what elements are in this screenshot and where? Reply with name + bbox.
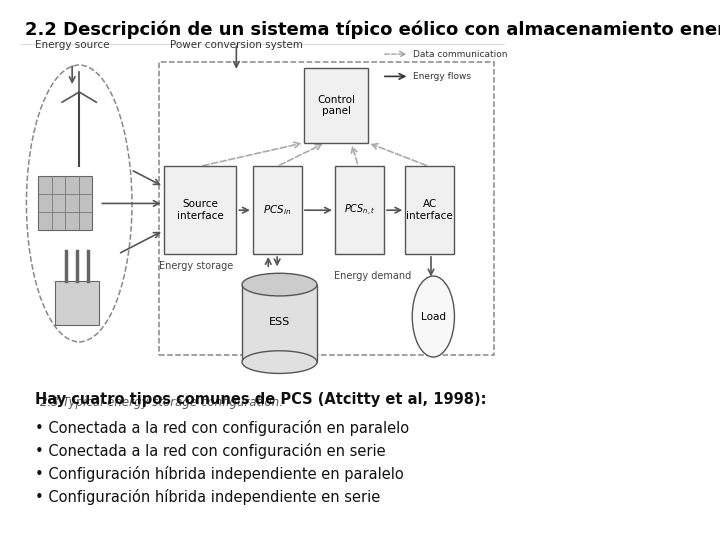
Bar xyxy=(405,166,454,254)
Bar xyxy=(242,285,317,362)
Bar xyxy=(163,166,236,254)
Bar xyxy=(159,62,495,355)
Text: Power conversion system: Power conversion system xyxy=(170,40,303,50)
Ellipse shape xyxy=(242,273,317,296)
Text: Data communication: Data communication xyxy=(413,50,508,58)
Text: Control
panel: Control panel xyxy=(317,94,355,116)
Text: AC
interface: AC interface xyxy=(407,199,453,221)
Text: ESS: ESS xyxy=(269,318,290,327)
Bar xyxy=(55,281,99,325)
Bar xyxy=(253,166,302,254)
Text: • Configuración híbrida independiente en paralelo: • Configuración híbrida independiente en… xyxy=(35,465,404,482)
Text: $PCS_{n,t}$: $PCS_{n,t}$ xyxy=(343,202,375,218)
Text: 2.3 Typical energy storage configuration.: 2.3 Typical energy storage configuration… xyxy=(40,396,283,409)
Text: • Conectada a la red con configuración en serie: • Conectada a la red con configuración e… xyxy=(35,443,386,459)
Ellipse shape xyxy=(242,351,317,374)
Text: Load: Load xyxy=(421,312,446,321)
Text: Energy source: Energy source xyxy=(35,40,109,50)
Text: Hay cuatro tipos comunes de PCS (Atcitty et al, 1998):: Hay cuatro tipos comunes de PCS (Atcitty… xyxy=(35,392,487,407)
Text: $PCS_{in}$: $PCS_{in}$ xyxy=(264,203,292,217)
Ellipse shape xyxy=(413,276,454,357)
Text: • Conectada a la red con configuración en paralelo: • Conectada a la red con configuración e… xyxy=(35,420,409,436)
Text: 2.2 Descripción de un sistema típico eólico con almacenamiento energía: 2.2 Descripción de un sistema típico eól… xyxy=(24,20,720,39)
Text: Source
interface: Source interface xyxy=(176,199,223,221)
Text: Energy flows: Energy flows xyxy=(413,72,471,81)
Bar xyxy=(38,177,92,231)
Text: • Configuración híbrida independiente en serie: • Configuración híbrida independiente en… xyxy=(35,489,380,504)
Bar xyxy=(305,69,368,143)
Text: Energy storage: Energy storage xyxy=(159,261,233,271)
Text: Energy demand: Energy demand xyxy=(334,271,411,281)
Bar xyxy=(335,166,384,254)
